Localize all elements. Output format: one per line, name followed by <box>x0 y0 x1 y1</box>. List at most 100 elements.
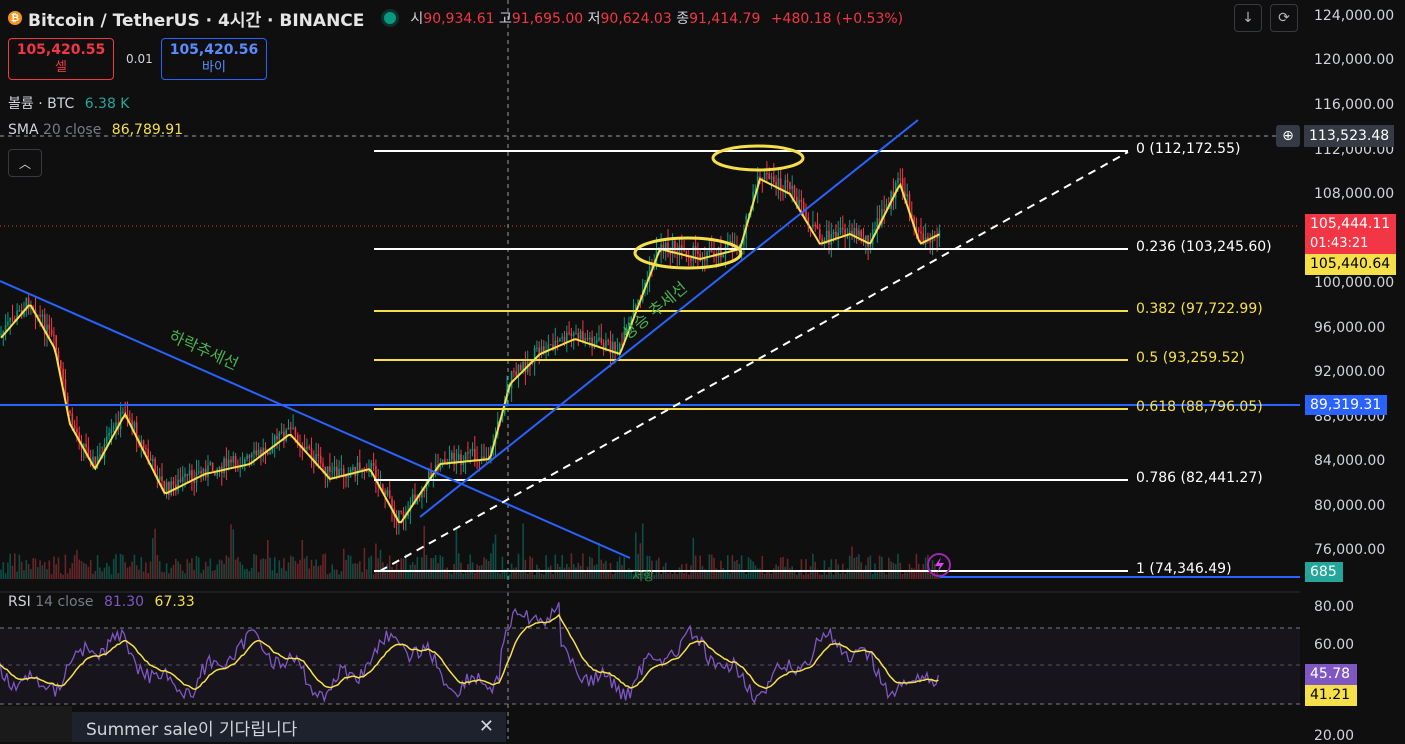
volume-bar <box>207 566 209 579</box>
candle-body <box>200 471 202 474</box>
candle-body <box>441 459 444 466</box>
volume-bar <box>871 573 874 579</box>
candle-body <box>202 468 205 474</box>
buy-button[interactable]: 105,420.56 바이 <box>161 38 267 80</box>
candle-body <box>347 476 350 478</box>
candle-body <box>391 498 393 508</box>
candle-body <box>296 434 299 446</box>
candle-body <box>290 427 292 429</box>
volume-bar <box>375 543 377 579</box>
highlight-ellipse-top <box>711 144 805 172</box>
candle-body <box>869 244 872 247</box>
candle-body <box>876 218 879 230</box>
candle-body <box>53 334 55 336</box>
refresh-icon[interactable]: ⟳ <box>1270 4 1298 32</box>
volume-bar <box>239 561 241 579</box>
candle-body <box>692 245 695 261</box>
volume-bar <box>336 569 338 579</box>
fib-label-0: 0 (112,172.55) <box>1136 141 1241 157</box>
candle-body <box>729 241 731 244</box>
volume-bar <box>191 558 193 579</box>
volume-bar <box>692 537 695 579</box>
candle-body <box>250 453 253 458</box>
volume-bar <box>796 574 798 579</box>
chevron-up-icon[interactable]: ︿ <box>8 149 42 177</box>
candle-body <box>547 344 550 351</box>
candle-body <box>842 227 844 229</box>
candle-body <box>598 337 600 341</box>
volume-bar <box>876 571 879 579</box>
volume-bar <box>614 572 616 579</box>
candle-body <box>915 228 918 230</box>
market-status-icon[interactable] <box>384 12 397 24</box>
volume-bar <box>821 574 823 579</box>
promo-toast[interactable]: Summer sale이 기다립니다 ✕ <box>72 712 506 742</box>
candle-body <box>630 316 632 324</box>
sell-button[interactable]: 105,420.55 셀 <box>8 38 114 80</box>
candle-body <box>561 336 563 339</box>
rsi-tag: 45.78 <box>1305 664 1357 685</box>
volume-bar <box>607 569 609 579</box>
volume-bar <box>2 562 5 579</box>
volume-bar <box>846 568 849 579</box>
candle-body <box>11 318 14 320</box>
volume-bar <box>388 555 391 579</box>
volume-bar <box>53 556 55 579</box>
highlight-ellipse-mid <box>633 236 743 270</box>
promo-thumbnail <box>0 706 72 742</box>
volume-bar <box>296 563 299 579</box>
candle-body <box>867 235 869 247</box>
candle-body <box>170 481 172 495</box>
candle-body <box>835 231 837 240</box>
candle-body <box>333 466 336 472</box>
price-tick: 116,000.00 <box>1314 97 1395 113</box>
candle-body <box>354 466 356 476</box>
close-icon[interactable]: ✕ <box>478 716 494 737</box>
volume-bar <box>276 572 278 579</box>
candle-body <box>828 230 830 245</box>
candle-body <box>570 333 573 336</box>
sma-indicator[interactable]: SMA 20 close 86,789.91 <box>8 122 184 138</box>
add-alert-icon[interactable]: ⊕ <box>1276 125 1300 147</box>
candle-body <box>766 173 768 175</box>
candle-body <box>310 448 313 458</box>
candle-body <box>708 248 711 252</box>
candle-body <box>862 237 865 241</box>
symbol-title[interactable]: Bitcoin / TetherUS · 4시간 · BINANCE <box>28 10 365 31</box>
volume-bar <box>697 572 699 579</box>
downtrend-label: 하락추세선 <box>166 326 241 373</box>
candle-body <box>83 443 85 448</box>
volume-bar <box>474 572 476 579</box>
candle-body <box>181 476 184 482</box>
arrow-down-icon[interactable]: ↓ <box>1234 4 1262 32</box>
candle-body <box>87 447 90 460</box>
candle-body <box>244 459 246 467</box>
volume-bar <box>789 568 791 579</box>
volume-bar <box>269 557 271 579</box>
candle-body <box>572 333 575 336</box>
candle-body <box>908 194 911 214</box>
candle-body <box>761 178 764 180</box>
rsi-indicator[interactable]: RSI 14 close 81.30 67.33 <box>8 594 195 610</box>
volume-bar <box>37 567 39 579</box>
candle-body <box>786 180 789 182</box>
candle-body <box>715 255 718 258</box>
volume-bar <box>506 568 508 579</box>
volume-bar <box>830 559 833 579</box>
candle-body <box>161 476 163 481</box>
volume-bar <box>292 556 294 579</box>
volume-indicator[interactable]: 볼륨 · BTC 6.38 K <box>8 96 130 112</box>
candle-body <box>317 454 320 456</box>
volume-bar <box>800 559 803 579</box>
candle-body <box>816 226 819 230</box>
candle-body <box>759 176 761 179</box>
candle-body <box>543 346 545 352</box>
volume-bar <box>94 570 97 579</box>
candle-body <box>145 447 147 449</box>
volume-bar <box>819 574 821 579</box>
candle-body <box>515 371 517 376</box>
volume-bar <box>623 557 626 579</box>
candle-body <box>324 466 327 477</box>
candle-body <box>264 447 267 452</box>
